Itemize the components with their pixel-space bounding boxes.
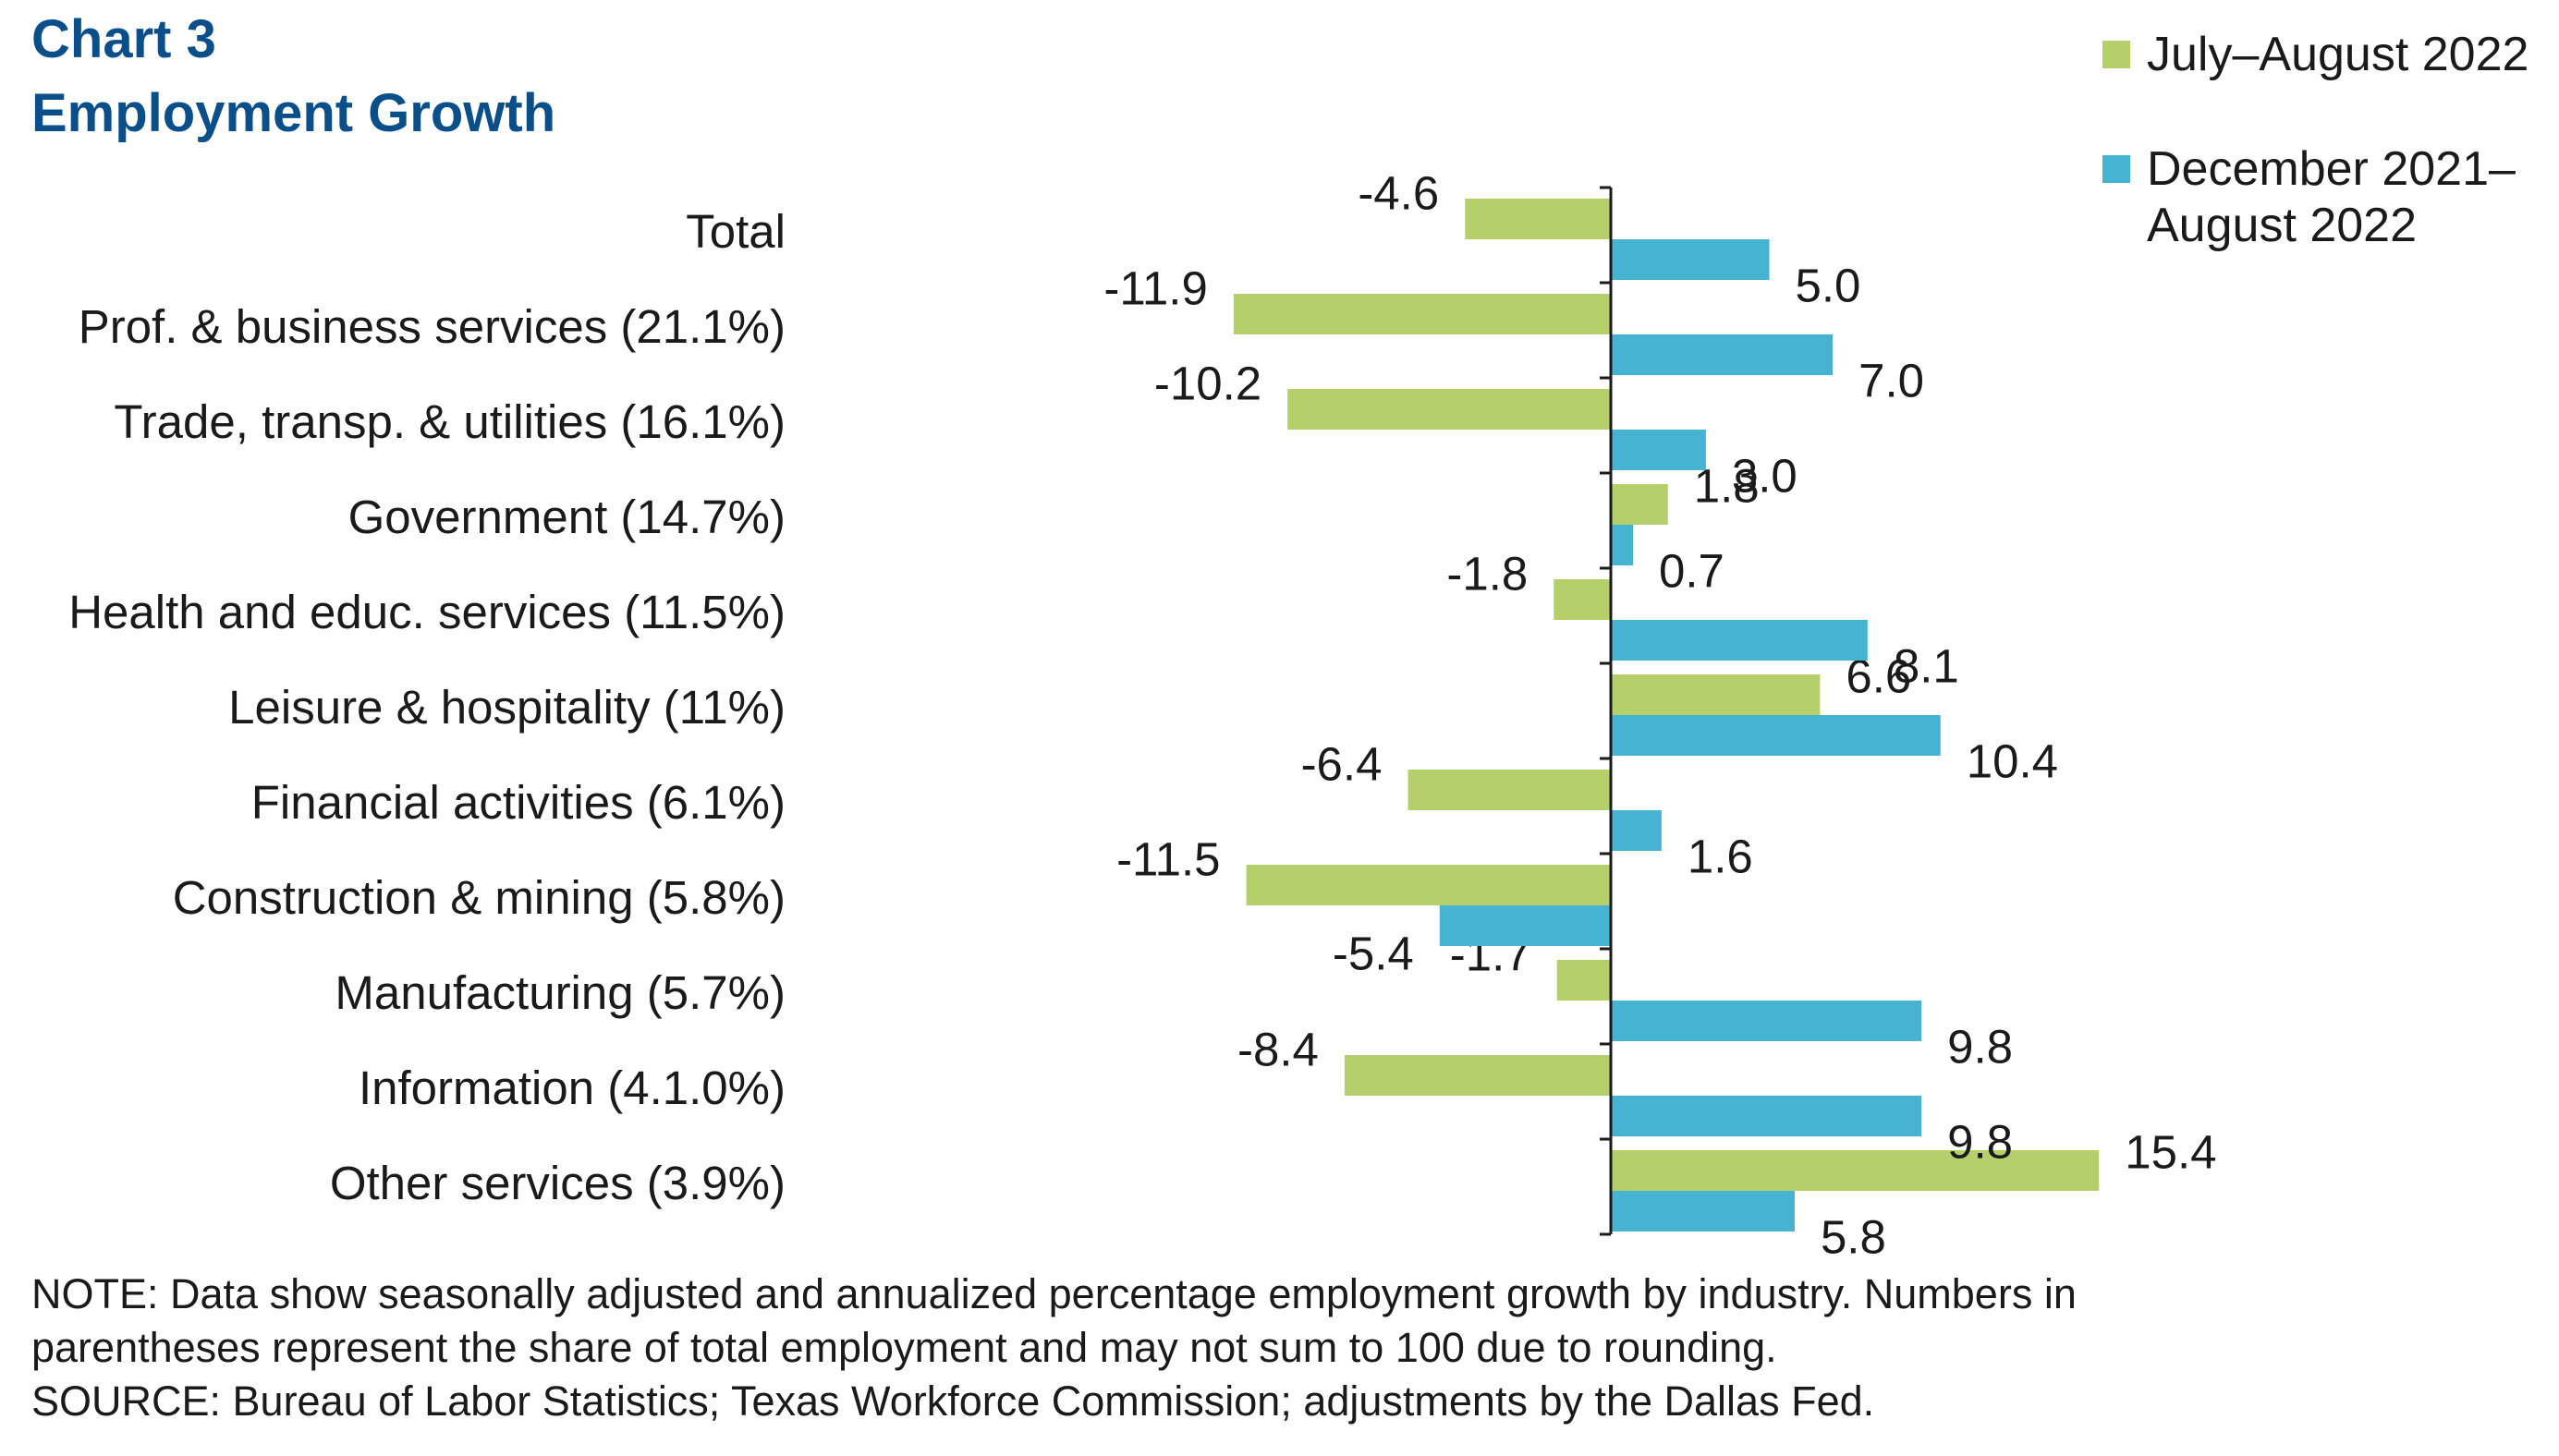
bar-series0-6: [1407, 770, 1611, 810]
data-label-series0-0: -4.6: [1358, 166, 1439, 219]
data-label-series1-0: 5.0: [1796, 259, 1861, 311]
data-label-series0-10: 15.4: [2125, 1125, 2216, 1178]
category-label-6: Financial activities (6.1%): [251, 776, 786, 829]
legend-label-dec-aug-line1: December 2021–: [2147, 142, 2516, 196]
data-label-series0-4: -1.8: [1446, 547, 1528, 600]
chart-notes: NOTE: Data show seasonally adjusted and …: [31, 1268, 2077, 1428]
bar-series0-10: [1611, 1150, 2100, 1191]
bar-series1-2: [1611, 430, 1706, 470]
data-label-series1-1: 7.0: [1858, 354, 1924, 406]
category-label-0: Total: [686, 205, 786, 258]
data-label-series1-5: 10.4: [1967, 734, 2058, 787]
bar-series1-0: [1611, 239, 1770, 280]
bar-series0-3: [1611, 484, 1668, 525]
bar-series1-9: [1611, 1096, 1922, 1136]
bar-series1-7: [1439, 905, 1611, 946]
bar-series0-7: [1246, 865, 1611, 905]
category-label-2: Trade, transp. & utilities (16.1%): [114, 395, 786, 448]
chart-title: Chart 3: [31, 9, 216, 69]
bar-series0-2: [1287, 389, 1611, 430]
legend-swatch-july-august: [2102, 41, 2130, 68]
bar-series0-1: [1233, 294, 1611, 334]
category-label-7: Construction & mining (5.8%): [173, 871, 786, 924]
data-label-series0-7: -11.5: [1116, 832, 1220, 885]
legend-swatch-dec-aug: [2102, 155, 2130, 183]
legend-label-dec-aug-line2: August 2022: [2147, 199, 2418, 252]
data-label-series0-1: -11.9: [1103, 261, 1207, 314]
bar-series1-1: [1611, 334, 1834, 375]
bar-series1-4: [1611, 620, 1868, 661]
bar-series1-8: [1611, 1001, 1922, 1041]
data-label-series1-2: 3.0: [1732, 449, 1797, 502]
bar-series0-8: [1556, 960, 1611, 1001]
bar-series0-4: [1554, 579, 1611, 620]
bar-series1-10: [1611, 1191, 1795, 1232]
bar-series0-5: [1611, 674, 1821, 715]
data-label-series1-7: -5.4: [1333, 927, 1414, 979]
data-label-series1-4: 8.1: [1894, 639, 1959, 692]
bar-series1-6: [1611, 810, 1662, 851]
bar-series0-9: [1344, 1055, 1611, 1096]
bar-series1-3: [1611, 525, 1634, 565]
category-label-10: Other services (3.9%): [330, 1157, 786, 1209]
data-label-series1-3: 0.7: [1659, 544, 1724, 597]
category-label-9: Information (4.1.0%): [359, 1062, 786, 1114]
bar-series1-5: [1611, 715, 1941, 756]
data-label-series1-8: 9.8: [1947, 1020, 2013, 1073]
note-line-1: NOTE: Data show seasonally adjusted and …: [31, 1270, 2077, 1317]
data-label-series0-6: -6.4: [1301, 737, 1383, 790]
category-label-4: Health and educ. services (11.5%): [68, 586, 786, 638]
chart-subtitle: Employment Growth: [31, 83, 556, 143]
data-label-series1-10: 5.8: [1821, 1210, 1886, 1263]
category-label-1: Prof. & business services (21.1%): [79, 300, 786, 353]
data-label-series0-9: -8.4: [1237, 1023, 1319, 1075]
data-label-series1-9: 9.8: [1947, 1115, 2013, 1168]
source-line: SOURCE: Bureau of Labor Statistics; Texa…: [31, 1377, 1875, 1425]
category-label-5: Leisure & hospitality (11%): [228, 681, 786, 734]
note-line-2: parentheses represent the share of total…: [31, 1324, 1777, 1371]
bar-series0-0: [1465, 199, 1611, 239]
data-label-series1-6: 1.6: [1688, 830, 1753, 882]
category-label-8: Manufacturing (5.7%): [335, 966, 786, 1019]
legend-label-july-august: July–August 2022: [2147, 28, 2529, 81]
data-label-series0-2: -10.2: [1154, 357, 1261, 409]
category-label-3: Government (14.7%): [348, 491, 786, 543]
